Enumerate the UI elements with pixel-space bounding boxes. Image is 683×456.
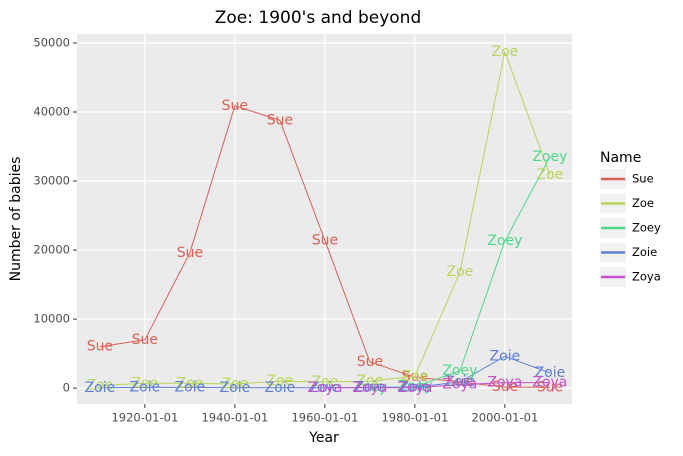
point-label: Zoe xyxy=(446,264,473,280)
point-label: Sue xyxy=(402,369,428,385)
point-label: Zoe xyxy=(86,377,113,393)
point-label: Zoie xyxy=(130,379,161,395)
point-label: Zoey xyxy=(487,233,522,249)
x-tick-label: 1940-01-01 xyxy=(201,411,268,425)
point-label: Zoie xyxy=(220,380,251,396)
point-label: Zoe xyxy=(401,368,428,384)
point-label: Zoe xyxy=(221,376,248,392)
point-label: Zoya xyxy=(397,380,432,396)
point-label: Sue xyxy=(87,339,113,355)
point-label: Zoie xyxy=(265,380,296,396)
point-label: Zoya xyxy=(532,375,567,391)
y-tick-label: 0 xyxy=(63,381,70,395)
legend-label: Zoey xyxy=(632,221,661,235)
point-label: Sue xyxy=(312,232,338,248)
y-tick-label: 10000 xyxy=(33,312,70,326)
x-tick-label: 1960-01-01 xyxy=(291,411,358,425)
point-label: Zoe xyxy=(266,373,293,389)
point-label: Zoe xyxy=(356,373,383,389)
point-label: Sue xyxy=(132,332,158,348)
point-label: Zoya xyxy=(352,380,387,396)
point-label: Zoe xyxy=(536,167,563,183)
point-label: Zoey xyxy=(352,379,387,395)
point-label: Zoya xyxy=(442,377,477,393)
point-label: Zoe xyxy=(491,44,518,60)
point-label: Zoie xyxy=(400,379,431,395)
x-tick-label: 2000-01-01 xyxy=(471,411,538,425)
point-label: Sue xyxy=(537,379,563,395)
point-label: Zoie xyxy=(535,365,566,381)
legend-label: Sue xyxy=(632,172,654,186)
point-label: Zoe xyxy=(176,375,203,391)
x-axis-label: Year xyxy=(308,430,339,446)
point-label: Sue xyxy=(267,112,293,128)
point-label: Zoie xyxy=(85,380,116,396)
point-label: Sue xyxy=(492,379,518,395)
point-label: Zoie xyxy=(310,380,341,396)
legend-label: Zoe xyxy=(632,196,654,210)
point-label: Zoie xyxy=(175,379,206,395)
legend-label: Zoya xyxy=(632,270,661,284)
point-label: Sue xyxy=(177,245,203,261)
point-label: Zoey xyxy=(397,379,432,395)
line xyxy=(324,382,550,389)
point-label: Sue xyxy=(447,374,473,390)
legend-label: Zoie xyxy=(632,245,657,259)
point-label: Zoe xyxy=(131,375,158,391)
point-label: Sue xyxy=(222,98,248,114)
line xyxy=(99,50,551,386)
point-label: Zoya xyxy=(487,375,522,391)
point-label: Zoya xyxy=(307,380,342,396)
point-label: Zoie xyxy=(445,374,476,390)
x-tick-label: 1920-01-01 xyxy=(111,411,178,425)
y-axis-label: Number of babies xyxy=(8,157,24,282)
legend-title: Name xyxy=(600,150,641,166)
point-label: Zoie xyxy=(490,348,521,364)
x-tick-label: 1980-01-01 xyxy=(381,411,448,425)
point-label: Sue xyxy=(357,354,383,370)
point-label: Zoie xyxy=(355,379,386,395)
y-tick-label: 40000 xyxy=(33,105,70,119)
y-tick-label: 50000 xyxy=(33,35,70,49)
point-label: Zoey xyxy=(532,149,567,165)
point-label: Zoe xyxy=(311,374,338,390)
y-tick-label: 30000 xyxy=(33,174,70,188)
point-label: Zoey xyxy=(442,363,477,379)
chart-title: Zoe: 1900's and beyond xyxy=(215,8,422,28)
y-tick-label: 20000 xyxy=(33,243,70,257)
